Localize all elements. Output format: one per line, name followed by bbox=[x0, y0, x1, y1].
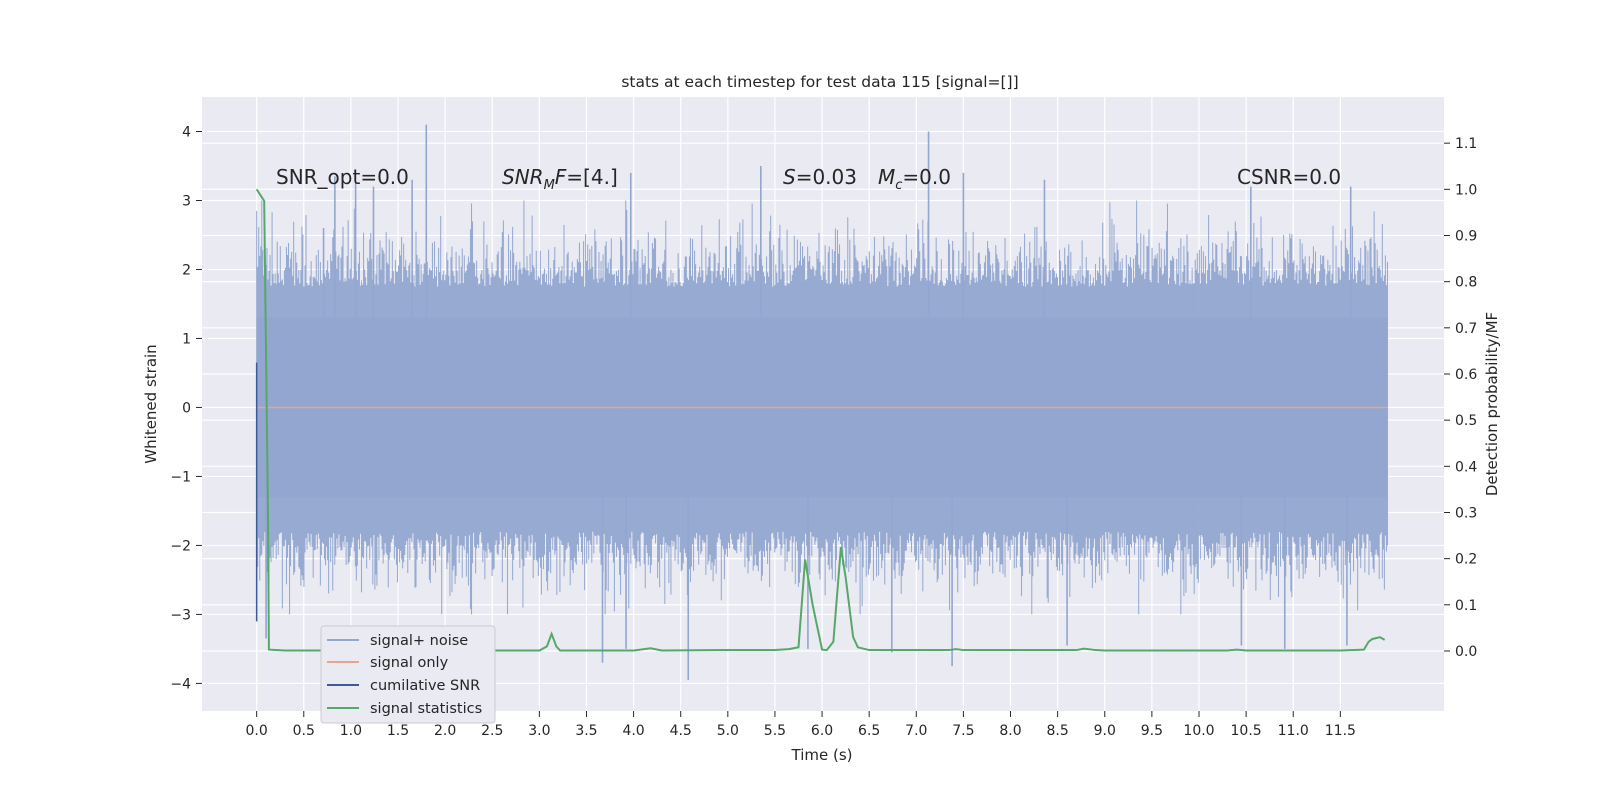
y-left-tick-label: 0 bbox=[182, 400, 191, 416]
x-tick-label: 11.5 bbox=[1325, 723, 1356, 739]
y-right-tick-label: 0.3 bbox=[1455, 505, 1477, 521]
legend-label-cumulative-snr: cumilative SNR bbox=[370, 678, 480, 694]
y-right-tick-label: 0.8 bbox=[1455, 275, 1477, 291]
annotation-snr-mf: SNRMF=[4.] bbox=[502, 165, 618, 193]
legend-label-signal-statistics: signal statistics bbox=[370, 701, 482, 717]
x-tick-label: 7.5 bbox=[952, 723, 974, 739]
y-right-tick-label: 0.6 bbox=[1455, 367, 1477, 383]
y-right-tick-label: 0.0 bbox=[1455, 644, 1477, 660]
y-left-tick-label: −3 bbox=[170, 607, 191, 623]
annotation-snr-opt: SNR_opt=0.0 bbox=[276, 165, 409, 189]
y-left-tick-label: 4 bbox=[182, 124, 191, 140]
y-axis-left-ticks: −4 −3 −2 −1 0 1 2 3 4 bbox=[170, 124, 202, 692]
y-left-tick-label: 2 bbox=[182, 262, 191, 278]
y-left-tick-label: −4 bbox=[170, 676, 191, 692]
x-axis-ticks: 0.0 0.5 1.0 1.5 2.0 2.5 3.0 3.5 4.0 4.5 5.0 5.5 6.0 6… bbox=[246, 711, 1356, 739]
annotation-snr-mf-value: =[4.] bbox=[566, 165, 617, 189]
y-right-tick-label: 0.2 bbox=[1455, 552, 1477, 568]
x-tick-label: 5.0 bbox=[717, 723, 739, 739]
x-tick-label: 9.0 bbox=[1094, 723, 1116, 739]
y-right-tick-label: 1.0 bbox=[1455, 182, 1477, 198]
x-tick-label: 8.0 bbox=[999, 723, 1021, 739]
x-tick-label: 6.5 bbox=[858, 723, 880, 739]
y-left-tick-label: 1 bbox=[182, 331, 191, 347]
annotation-mc-value: =0.0 bbox=[902, 165, 951, 189]
x-tick-label: 2.0 bbox=[434, 723, 456, 739]
y-left-tick-label: −2 bbox=[170, 538, 191, 554]
x-tick-label: 8.5 bbox=[1047, 723, 1069, 739]
x-tick-label: 1.5 bbox=[387, 723, 409, 739]
y-left-tick-label: −1 bbox=[170, 469, 191, 485]
x-tick-label: 2.5 bbox=[481, 723, 503, 739]
x-tick-label: 3.5 bbox=[575, 723, 597, 739]
legend-label-signal-noise: signal+ noise bbox=[370, 633, 468, 649]
chart-title: stats at each timestep for test data 115… bbox=[621, 73, 1018, 91]
annotation-s: S=0.03 bbox=[783, 165, 857, 189]
x-tick-label: 0.0 bbox=[246, 723, 268, 739]
legend: signal+ noise signal only cumilative SNR… bbox=[320, 625, 496, 724]
y-right-tick-label: 0.7 bbox=[1455, 321, 1477, 337]
x-tick-label: 5.5 bbox=[764, 723, 786, 739]
y-axis-left-label: Whitened strain bbox=[142, 344, 160, 463]
y-left-tick-label: 3 bbox=[182, 193, 191, 209]
x-tick-label: 10.5 bbox=[1231, 723, 1262, 739]
x-tick-label: 4.5 bbox=[670, 723, 692, 739]
annotation-mc: Mc=0.0 bbox=[878, 165, 951, 193]
x-tick-label: 1.0 bbox=[340, 723, 362, 739]
y-right-tick-label: 0.5 bbox=[1455, 413, 1477, 429]
y-right-tick-label: 0.9 bbox=[1455, 228, 1477, 244]
y-right-tick-label: 0.4 bbox=[1455, 459, 1477, 475]
y-axis-right-label: Detection probability/MF bbox=[1483, 312, 1501, 496]
signal-statistics-series bbox=[255, 188, 1386, 652]
x-tick-label: 0.5 bbox=[293, 723, 315, 739]
x-axis-label: Time (s) bbox=[791, 746, 853, 764]
legend-label-signal-only: signal only bbox=[370, 655, 449, 671]
y-right-tick-label: 0.1 bbox=[1455, 598, 1477, 614]
x-tick-label: 9.5 bbox=[1141, 723, 1163, 739]
y-right-tick-label: 1.1 bbox=[1455, 136, 1477, 152]
y-axis-right-ticks: 0.0 0.1 0.2 0.3 0.4 0.5 0.6 0.7 0.8 0.9 1.0 1.1 bbox=[1444, 136, 1477, 660]
annotation-csnr: CSNR=0.0 bbox=[1237, 165, 1341, 189]
x-tick-label: 6.0 bbox=[811, 723, 833, 739]
x-tick-label: 3.0 bbox=[528, 723, 550, 739]
annotation-s-value: =0.03 bbox=[796, 165, 857, 189]
x-tick-label: 10.0 bbox=[1183, 723, 1214, 739]
x-tick-label: 11.0 bbox=[1278, 723, 1309, 739]
legend-box bbox=[320, 625, 496, 724]
x-tick-label: 7.0 bbox=[905, 723, 927, 739]
x-tick-label: 4.0 bbox=[622, 723, 644, 739]
